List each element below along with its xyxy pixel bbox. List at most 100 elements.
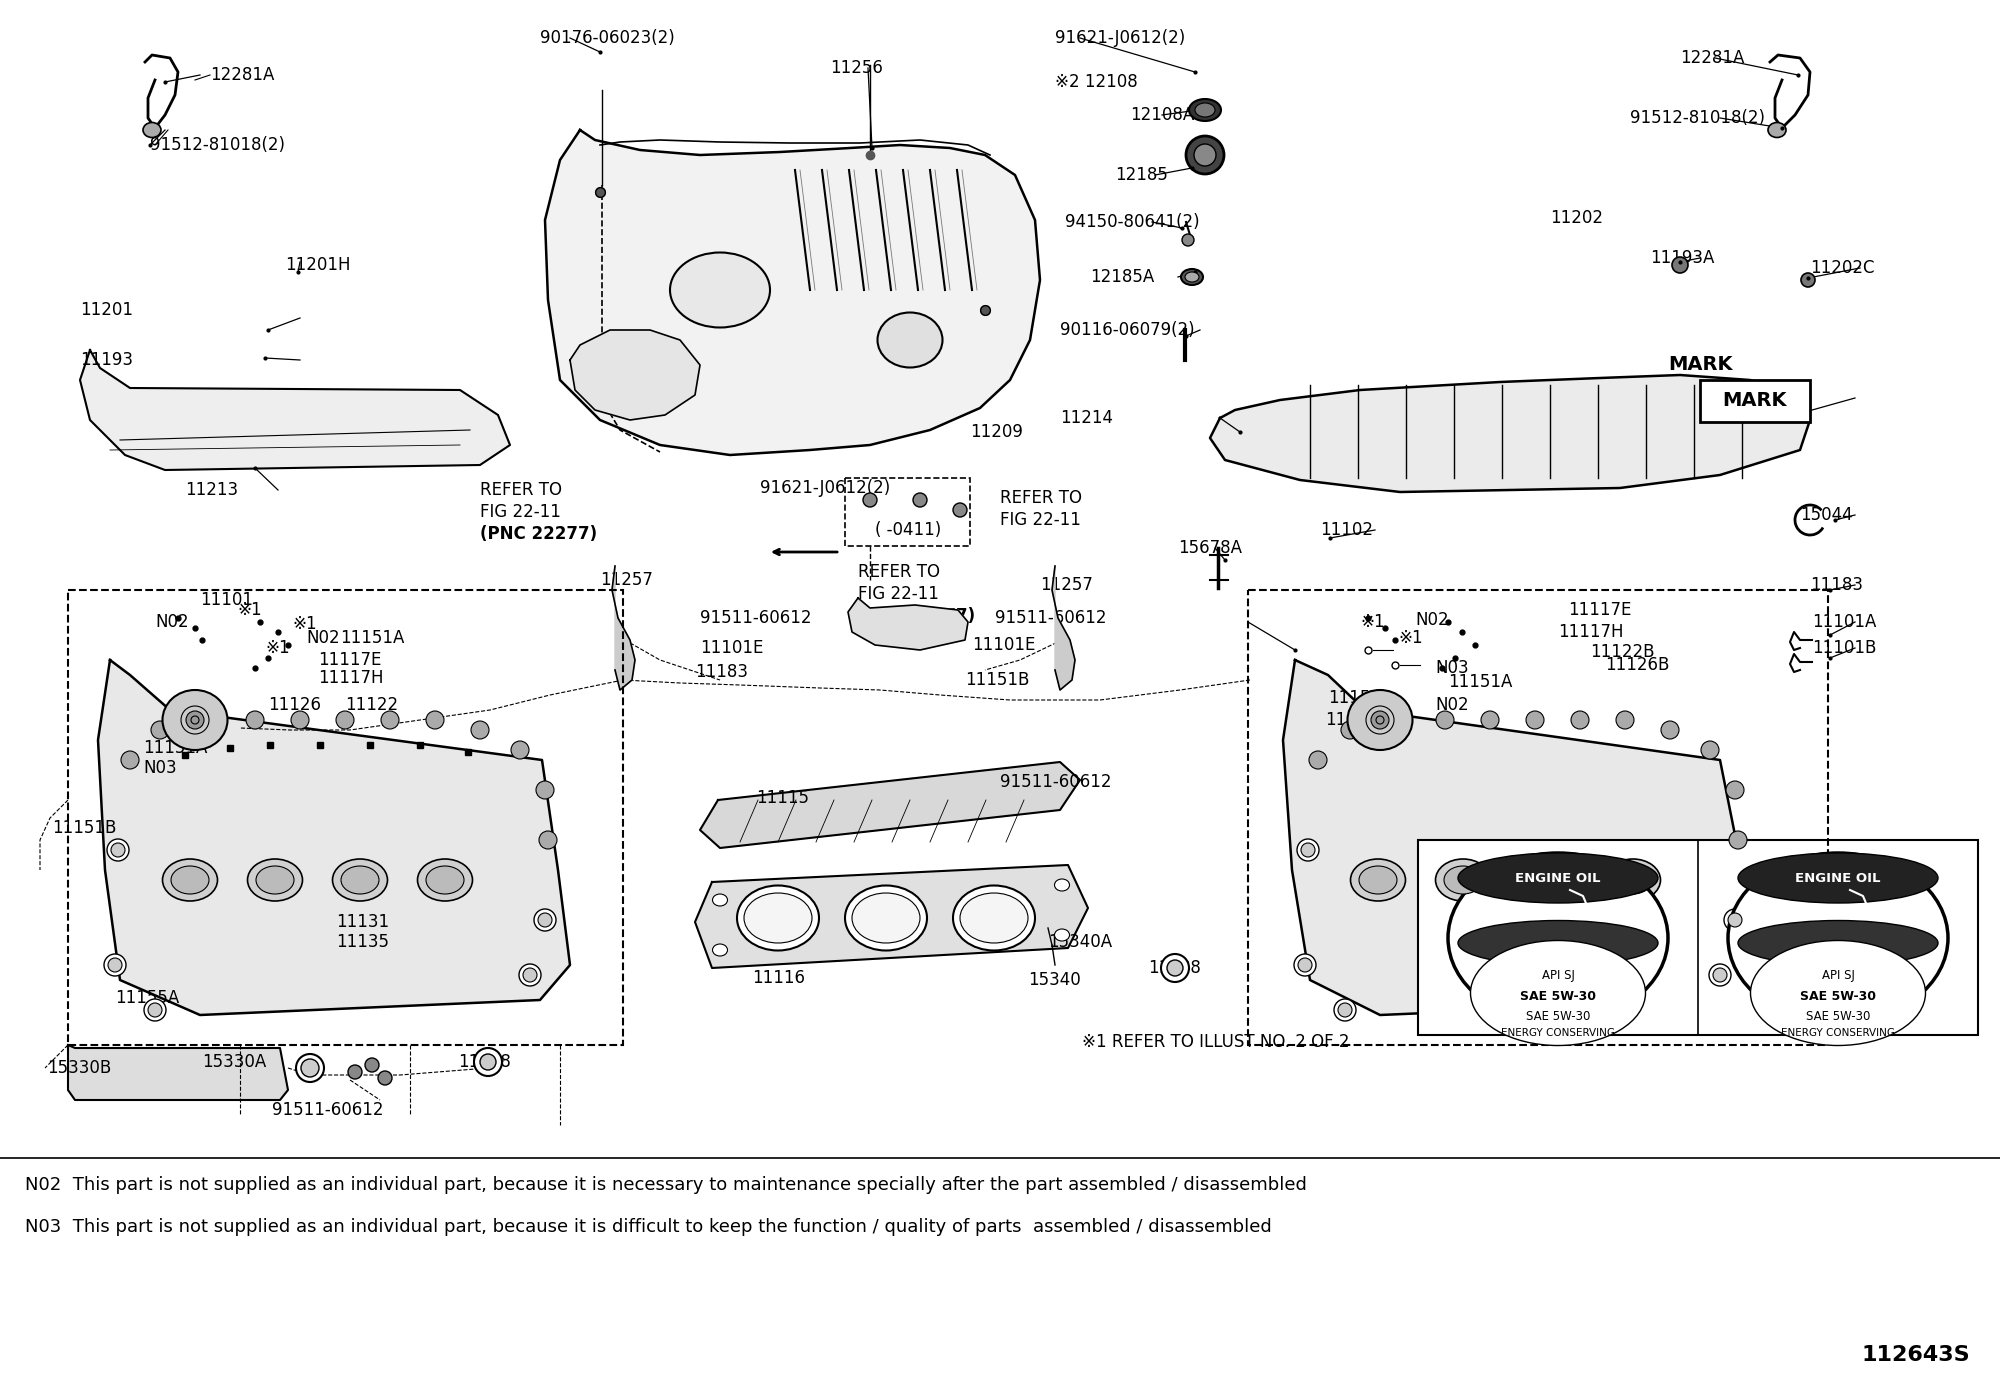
Bar	[1248, 590, 1828, 1045]
Ellipse shape	[144, 998, 166, 1020]
Text: ※2 12108: ※2 12108	[1056, 73, 1138, 91]
Ellipse shape	[670, 252, 770, 327]
Ellipse shape	[1738, 921, 1938, 965]
Ellipse shape	[954, 885, 1036, 950]
Ellipse shape	[1728, 913, 1742, 927]
Ellipse shape	[954, 503, 968, 517]
Ellipse shape	[348, 1065, 362, 1078]
Text: 11151A: 11151A	[1448, 673, 1512, 691]
Text: 112643S: 112643S	[1862, 1345, 1970, 1365]
Text: ※1: ※1	[264, 638, 290, 656]
Ellipse shape	[712, 945, 728, 956]
Ellipse shape	[1520, 859, 1576, 900]
Ellipse shape	[1750, 940, 1926, 1045]
Ellipse shape	[1458, 854, 1658, 903]
Text: 11159E: 11159E	[1740, 389, 1804, 407]
Polygon shape	[68, 1045, 288, 1100]
Ellipse shape	[912, 494, 928, 507]
Ellipse shape	[120, 752, 140, 769]
Ellipse shape	[744, 894, 812, 943]
Text: 91511-60612: 91511-60612	[1000, 774, 1112, 792]
Text: 11101E: 11101E	[972, 636, 1036, 654]
Polygon shape	[612, 565, 636, 690]
Text: 12185: 12185	[1116, 165, 1168, 183]
Text: ※2: ※2	[1600, 838, 1624, 856]
Ellipse shape	[336, 712, 354, 729]
Text: FIG 22-11: FIG 22-11	[858, 585, 938, 603]
Text: 11155A: 11155A	[116, 989, 180, 1007]
Text: 11202: 11202	[1550, 210, 1604, 228]
Text: 11257: 11257	[1040, 576, 1092, 594]
Ellipse shape	[152, 721, 168, 739]
Ellipse shape	[364, 1058, 380, 1071]
Ellipse shape	[418, 859, 472, 900]
Ellipse shape	[380, 712, 400, 729]
Text: N03  This part is not supplied as an individual part, because it is difficult to: N03 This part is not supplied as an indi…	[24, 1218, 1272, 1236]
Text: 11131A: 11131A	[1580, 912, 1644, 929]
Text: 11213: 11213	[184, 481, 238, 499]
Ellipse shape	[1348, 690, 1412, 750]
Ellipse shape	[1728, 832, 1748, 849]
Text: ※1: ※1	[292, 615, 316, 633]
Ellipse shape	[1436, 859, 1490, 900]
Text: 91511-60612: 91511-60612	[700, 610, 812, 627]
Ellipse shape	[1728, 854, 1948, 1023]
Text: N02: N02	[1416, 611, 1448, 629]
Ellipse shape	[162, 859, 218, 900]
Ellipse shape	[112, 843, 124, 856]
Ellipse shape	[1530, 866, 1568, 894]
Ellipse shape	[1300, 843, 1316, 856]
Text: SAE 5W-30: SAE 5W-30	[1800, 990, 1876, 1003]
Text: (PNC 22277): (PNC 22277)	[858, 607, 976, 625]
Ellipse shape	[1308, 752, 1328, 769]
Ellipse shape	[1448, 854, 1668, 1023]
Text: SAE 5W-30: SAE 5W-30	[1806, 1009, 1870, 1022]
Ellipse shape	[1184, 272, 1200, 281]
Text: 15340: 15340	[1028, 971, 1080, 989]
Ellipse shape	[108, 838, 128, 860]
Ellipse shape	[1168, 960, 1184, 976]
Text: 11183: 11183	[1810, 576, 1864, 594]
Ellipse shape	[1294, 954, 1316, 976]
Ellipse shape	[1724, 909, 1746, 931]
Ellipse shape	[960, 894, 1028, 943]
Text: 15340A: 15340A	[1048, 934, 1112, 952]
Text: 11256: 11256	[830, 59, 882, 77]
Ellipse shape	[1160, 954, 1188, 982]
Text: 12185A: 12185A	[1090, 268, 1154, 285]
Bar	[68, 590, 624, 1045]
Text: 15678A: 15678A	[1178, 539, 1242, 557]
Text: 11155A: 11155A	[1324, 712, 1390, 729]
Ellipse shape	[340, 866, 380, 894]
Ellipse shape	[1768, 123, 1786, 138]
Polygon shape	[80, 350, 510, 470]
Ellipse shape	[1614, 866, 1652, 894]
Polygon shape	[700, 763, 1080, 848]
Text: 11126B: 11126B	[1604, 656, 1670, 674]
Ellipse shape	[186, 712, 204, 729]
Text: 15330B: 15330B	[48, 1059, 112, 1077]
Ellipse shape	[524, 968, 536, 982]
Ellipse shape	[1188, 99, 1220, 121]
Text: MARK: MARK	[1668, 356, 1732, 375]
Text: ENGINE OIL: ENGINE OIL	[1796, 872, 1880, 884]
Text: 11257: 11257	[600, 571, 652, 589]
Ellipse shape	[1054, 929, 1070, 940]
Text: REFER TO: REFER TO	[858, 563, 940, 581]
Text: 11115: 11115	[756, 789, 808, 807]
Text: 11151B: 11151B	[964, 672, 1030, 690]
Ellipse shape	[292, 712, 308, 729]
Ellipse shape	[1606, 859, 1660, 900]
Text: N03: N03	[1436, 659, 1468, 677]
Text: ENERGY CONSERVING: ENERGY CONSERVING	[1500, 1027, 1616, 1038]
Text: 11183: 11183	[696, 663, 748, 681]
Ellipse shape	[540, 832, 556, 849]
Ellipse shape	[844, 885, 928, 950]
Ellipse shape	[1436, 712, 1454, 729]
Ellipse shape	[1708, 964, 1732, 986]
Ellipse shape	[472, 721, 488, 739]
Text: 11188: 11188	[1148, 958, 1200, 976]
Ellipse shape	[296, 1054, 324, 1083]
Text: ※1: ※1	[1360, 614, 1384, 632]
Ellipse shape	[480, 1054, 496, 1070]
